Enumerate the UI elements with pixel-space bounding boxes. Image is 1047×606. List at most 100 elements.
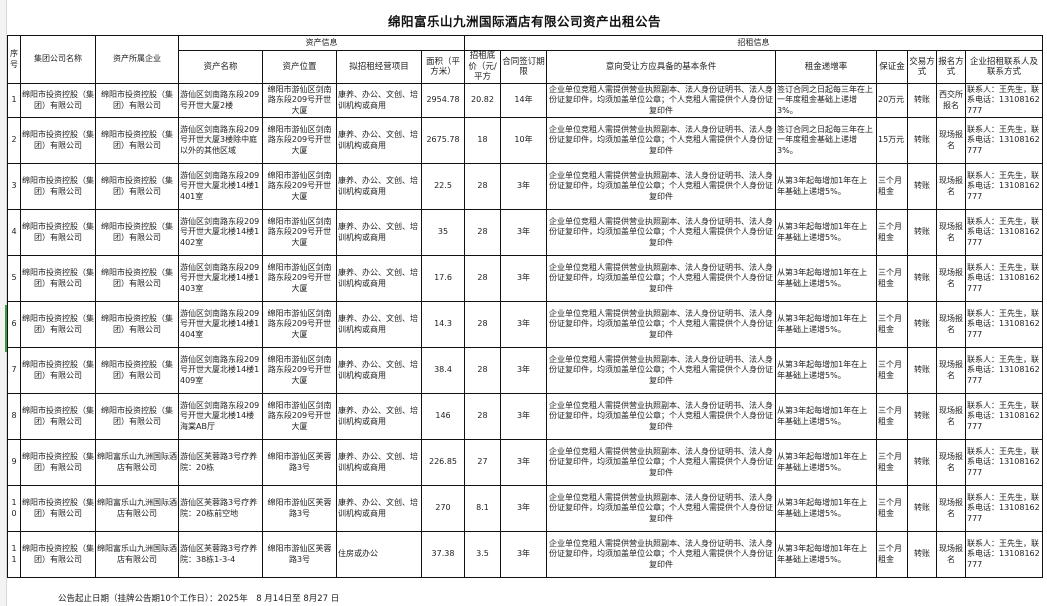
cell-conditions: 企业单位竞租人需提供营业执照副本、法人身份证明书、法人身份证复印件，均须加盖单位… xyxy=(546,439,776,486)
cell-area: 17.6 xyxy=(421,255,465,302)
cell-base-price: 3.5 xyxy=(464,531,501,578)
table-row: 5 绵阳市投资控股（集团）有限公司 绵阳市投资控股（集团）有限公司 游仙区剑南路东段2… xyxy=(7,255,1043,302)
page-title: 绵阳富乐山九洲国际酒店有限公司资产出租公告 xyxy=(387,14,661,29)
cell-registration: 现场报名 xyxy=(936,485,966,532)
cell-owner-company: 绵阳富乐山九洲国际酒店有限公司 xyxy=(95,485,179,532)
cell-registration: 现场报名 xyxy=(936,209,966,256)
cell-asset-location: 绵阳市游仙区剑南路东段209号开世大厦 xyxy=(262,301,337,348)
cell-area: 37.38 xyxy=(421,531,465,578)
cell-term: 3年 xyxy=(500,255,547,302)
cell-owner-company: 绵阳市投资控股（集团）有限公司 xyxy=(95,301,179,348)
cell-asset-name: 游仙区芙蓉路3号疗养院：20栋前空地 xyxy=(178,485,263,532)
table-row: 11 绵阳市投资控股（集团）有限公司 绵阳富乐山九洲国际酒店有限公司 游仙区芙蓉路3号… xyxy=(7,531,1043,578)
cell-intended-use: 康养、办公、文创、培训机构或商用 xyxy=(336,117,422,164)
cell-asset-location: 绵阳市游仙区剑南路东段209号开世大厦 xyxy=(262,83,337,118)
cell-asset-location: 绵阳市游仙区芙蓉路3号 xyxy=(262,485,337,532)
cell-asset-location: 绵阳市游仙区芙蓉路3号 xyxy=(262,439,337,486)
cell-rent-increase: 签订合同之日起每三年在上一年度租金基础上递增3%。 xyxy=(775,83,877,118)
header-base-price: 招租底价（元/平方 xyxy=(464,50,501,84)
cell-intended-use: 康养、办公、文创、培训机构或商用 xyxy=(336,485,422,532)
cell-conditions: 企业单位竞租人需提供营业执照副本、法人身份证明书、法人身份证复印件，均须加盖单位… xyxy=(546,163,776,210)
cell-registration: 现场报名 xyxy=(936,531,966,578)
cell-index: 5 xyxy=(7,255,21,302)
cell-contact: 联系人：王先生，联系电话：13108162777 xyxy=(965,83,1043,118)
cell-rent-increase: 从第3年起每增加1年在上年基础上递增5%。 xyxy=(775,163,877,210)
header-transaction: 交易方式 xyxy=(907,50,937,84)
cell-deposit: 15万元 xyxy=(876,117,908,164)
cell-group-company: 绵阳市投资控股（集团）有限公司 xyxy=(20,393,96,440)
table-row: 4 绵阳市投资控股（集团）有限公司 绵阳市投资控股（集团）有限公司 游仙区剑南路东段2… xyxy=(7,209,1043,256)
cell-group-company: 绵阳市投资控股（集团）有限公司 xyxy=(20,163,96,210)
cell-group-company: 绵阳市投资控股（集团）有限公司 xyxy=(20,117,96,164)
cell-area: 22.5 xyxy=(421,163,465,210)
cell-intended-use: 康养、办公、文创、培训机构或商用 xyxy=(336,347,422,394)
cell-asset-location: 绵阳市游仙区剑南路东段209号开世大厦 xyxy=(262,347,337,394)
cell-asset-location: 绵阳市游仙区剑南路东段209号开世大厦 xyxy=(262,255,337,302)
header-asset-location: 资产位置 xyxy=(262,50,337,84)
cell-base-price: 27 xyxy=(464,439,501,486)
cell-index: 6 xyxy=(7,301,21,348)
cell-owner-company: 绵阳市投资控股（集团）有限公司 xyxy=(95,163,179,210)
cell-conditions: 企业单位竞租人需提供营业执照副本、法人身份证明书、法人身份证复印件，均须加盖单位… xyxy=(546,301,776,348)
cell-asset-name: 游仙区芙蓉路3号疗养院：38栋1-3-4 xyxy=(178,531,263,578)
cell-asset-name: 游仙区剑南路东段209号开世大厦2楼 xyxy=(178,83,263,118)
table-row: 2 绵阳市投资控股（集团）有限公司 绵阳市投资控股（集团）有限公司 游仙区剑南路东段2… xyxy=(7,117,1043,164)
cell-base-price: 18 xyxy=(464,117,501,164)
cell-group-company: 绵阳市投资控股（集团）有限公司 xyxy=(20,255,96,302)
cell-rent-increase: 从第3年起每增加1年在上年基础上递增5%。 xyxy=(775,255,877,302)
cell-transaction: 转账 xyxy=(907,163,937,210)
cell-asset-name: 游仙区芙蓉路3号疗养院：20栋 xyxy=(178,439,263,486)
cell-registration: 西交所报名 xyxy=(936,83,966,118)
cell-asset-name: 游仙区剑南路东段209号开世大厦3楼除中庭以外的其他区域 xyxy=(178,117,263,164)
cell-contact: 联系人：王先生，联系电话：13108162777 xyxy=(965,209,1043,256)
cell-rent-increase: 从第3年起每增加1年在上年基础上递增5%。 xyxy=(775,393,877,440)
cell-term: 14年 xyxy=(500,83,547,118)
cell-base-price: 8.1 xyxy=(464,485,501,532)
cell-group-company: 绵阳市投资控股（集团）有限公司 xyxy=(20,301,96,348)
cell-conditions: 企业单位竞租人需提供营业执照副本、法人身份证明书、法人身份证复印件，均须加盖单位… xyxy=(546,255,776,302)
cell-owner-company: 绵阳市投资控股（集团）有限公司 xyxy=(95,347,179,394)
header-group-company: 集团公司名称 xyxy=(20,35,96,84)
cell-area: 2954.78 xyxy=(421,83,465,118)
cell-owner-company: 绵阳富乐山九洲国际酒店有限公司 xyxy=(95,531,179,578)
cell-contact: 联系人：王先生，联系电话：13108162777 xyxy=(965,301,1043,348)
cell-group-company: 绵阳市投资控股（集团）有限公司 xyxy=(20,439,96,486)
cell-transaction: 转账 xyxy=(907,83,937,118)
cell-registration: 现场报名 xyxy=(936,439,966,486)
cell-asset-location: 绵阳市游仙区剑南路东段209号开世大厦 xyxy=(262,393,337,440)
table-row: 1 绵阳市投资控股（集团）有限公司 绵阳市投资控股（集团）有限公司 游仙区剑南路东段2… xyxy=(7,83,1043,118)
cell-area: 146 xyxy=(421,393,465,440)
cell-rent-increase: 从第3年起每增加1年在上年基础上递增5%。 xyxy=(775,439,877,486)
cell-group-company: 绵阳市投资控股（集团）有限公司 xyxy=(20,485,96,532)
cell-group-company: 绵阳市投资控股（集团）有限公司 xyxy=(20,347,96,394)
cell-transaction: 转账 xyxy=(907,347,937,394)
table-row: 3 绵阳市投资控股（集团）有限公司 绵阳市投资控股（集团）有限公司 游仙区剑南路东段2… xyxy=(7,163,1043,210)
cell-base-price: 28 xyxy=(464,301,501,348)
cell-deposit: 三个月租金 xyxy=(876,255,908,302)
cell-intended-use: 康养、办公、文创、培训机构或商用 xyxy=(336,209,422,256)
cell-deposit: 三个月租金 xyxy=(876,531,908,578)
cell-term: 3年 xyxy=(500,163,547,210)
cell-conditions: 企业单位竞租人需提供营业执照副本、法人身份证明书、法人身份证复印件，均须加盖单位… xyxy=(546,117,776,164)
cell-base-price: 28 xyxy=(464,255,501,302)
asset-lease-table: 序号 集团公司名称 资产所属企业 资产信息 招租信息 资产名称 资产位置 拟招租… xyxy=(7,35,1043,578)
cell-contact: 联系人：王先生，联系电话：13108162777 xyxy=(965,163,1043,210)
cell-rent-increase: 从第3年起每增加1年在上年基础上递增5%。 xyxy=(775,347,877,394)
cell-transaction: 转账 xyxy=(907,393,937,440)
cell-index: 1 xyxy=(7,83,21,118)
cell-deposit: 三个月租金 xyxy=(876,393,908,440)
cell-registration: 现场报名 xyxy=(936,347,966,394)
cell-group-company: 绵阳市投资控股（集团）有限公司 xyxy=(20,209,96,256)
cell-owner-company: 绵阳市投资控股（集团）有限公司 xyxy=(95,117,179,164)
header-deposit: 保证金 xyxy=(876,50,908,84)
header-contact: 企业招租联系人及联系方式 xyxy=(965,50,1043,84)
cell-transaction: 转账 xyxy=(907,209,937,256)
cell-asset-name: 游仙区剑南路东段209号开世大厦北楼14楼1404室 xyxy=(178,301,263,348)
cell-contact: 联系人：王先生，联系电话：13108162777 xyxy=(965,531,1043,578)
cell-asset-location: 绵阳市游仙区剑南路东段209号开世大厦 xyxy=(262,209,337,256)
cell-term: 3年 xyxy=(500,301,547,348)
cell-term: 3年 xyxy=(500,531,547,578)
cell-term: 3年 xyxy=(500,209,547,256)
cell-owner-company: 绵阳市投资控股（集团）有限公司 xyxy=(95,209,179,256)
cell-deposit: 20万元 xyxy=(876,83,908,118)
